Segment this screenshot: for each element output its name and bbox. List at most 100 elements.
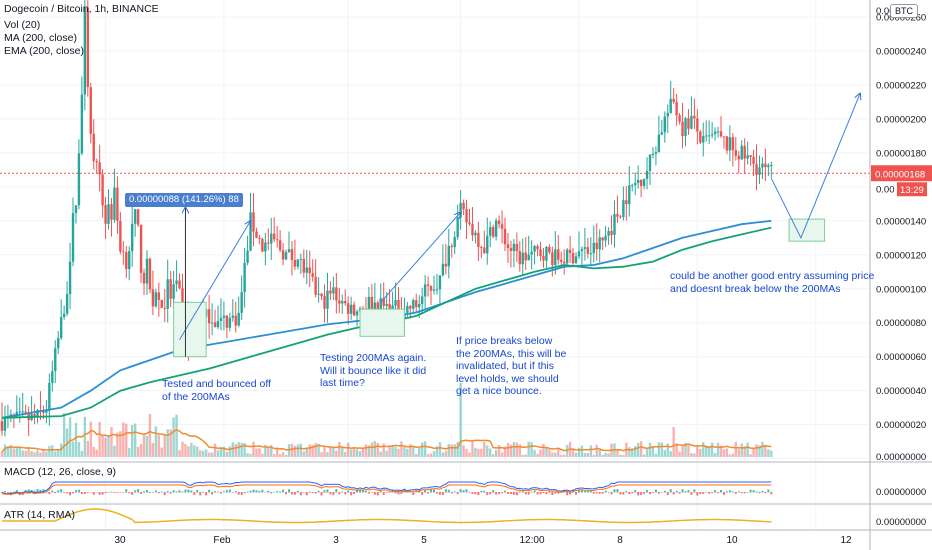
- candle-body: [634, 182, 637, 186]
- volume-bar: [518, 444, 522, 457]
- annotation-invalidation[interactable]: If price breaks below the 200MAs, this w…: [456, 335, 567, 397]
- macd-histogram-bar: [116, 492, 119, 493]
- volume-bar: [42, 449, 45, 457]
- candle-body: [308, 267, 311, 274]
- macd-histogram-bar: [501, 492, 504, 494]
- volume-bar: [296, 444, 300, 457]
- candle-body: [722, 136, 726, 138]
- candle-body: [749, 155, 752, 157]
- macd-histogram-bar: [72, 492, 75, 494]
- macd-label[interactable]: MACD (12, 26, close, 9): [4, 466, 117, 478]
- volume-bar: [397, 448, 400, 457]
- volume-bar: [486, 445, 489, 457]
- price-tick-label: 0.00000020: [876, 420, 926, 431]
- macd-histogram-bar: [580, 489, 583, 493]
- candle-body: [465, 209, 468, 223]
- volume-bars: [0, 383, 773, 457]
- macd-histogram-bar: [205, 492, 208, 496]
- macd-histogram-bar: [33, 490, 36, 493]
- candle-body: [376, 302, 379, 314]
- drawings: [0, 93, 870, 358]
- candle-body: [394, 299, 397, 306]
- candle-body: [154, 292, 158, 307]
- macd-histogram-bar: [89, 491, 92, 493]
- candle-body: [557, 249, 560, 260]
- volume-bar: [364, 444, 368, 457]
- macd-histogram-bar: [577, 489, 580, 493]
- symbol-title[interactable]: Dogecoin / Bitcoin, 1h, BINANCE: [4, 3, 159, 15]
- candle-body: [122, 251, 125, 253]
- price-tick-label: 0.00: [876, 6, 895, 17]
- macd-histogram-bar: [299, 492, 302, 496]
- macd-histogram-bar: [243, 492, 246, 494]
- volume-bar: [95, 449, 98, 457]
- volume-bar: [432, 451, 436, 457]
- candle-body: [669, 98, 672, 113]
- volume-bar: [722, 449, 726, 457]
- currency-button[interactable]: BTC: [890, 4, 918, 18]
- volume-bar: [284, 454, 288, 457]
- candle-body: [293, 259, 297, 267]
- volume-bar: [15, 447, 18, 457]
- candle-body: [752, 156, 755, 164]
- indicator-ma[interactable]: MA (200, close): [4, 32, 77, 44]
- volume-bar: [57, 449, 60, 457]
- candle-body: [426, 284, 430, 286]
- macd-histogram-bar: [740, 492, 743, 494]
- volume-bar: [367, 445, 371, 457]
- macd-histogram-bar: [246, 491, 249, 493]
- macd-histogram-bar: [296, 490, 299, 493]
- candle-body: [178, 280, 181, 289]
- candle-body: [406, 305, 409, 313]
- macd-histogram-bar: [151, 492, 154, 493]
- candle-body: [169, 279, 172, 299]
- candle-body: [136, 209, 140, 225]
- candle-body: [675, 101, 678, 116]
- price-tick-label: 0.00000200: [876, 114, 926, 125]
- volume-bar: [199, 450, 202, 457]
- macd-histogram-bar: [524, 492, 527, 495]
- candle-body: [273, 233, 276, 240]
- annotation-testing[interactable]: Testing 200MAs again. Will it bounce lik…: [320, 352, 427, 389]
- volume-bar: [456, 441, 459, 457]
- candle-body: [447, 245, 450, 267]
- macd-histogram-bar: [604, 490, 607, 493]
- volume-bar: [290, 443, 294, 457]
- volume-bar: [477, 448, 480, 457]
- projection-arrow-2: [380, 212, 461, 303]
- indicator-vol[interactable]: Vol (20): [4, 19, 41, 31]
- candle-body: [571, 252, 575, 264]
- candle-body: [45, 410, 48, 413]
- macd-histogram-bar: [45, 492, 48, 493]
- candle-body: [707, 135, 711, 137]
- volume-bar: [657, 442, 661, 457]
- annotation-entry[interactable]: could be another good entry assuming pri…: [670, 270, 875, 295]
- macd-histogram-bar: [252, 489, 255, 493]
- atr-axis-label: 0.00000000: [876, 517, 926, 528]
- volume-bar: [349, 449, 353, 457]
- volume-bar: [696, 445, 699, 457]
- macd-histogram-bar: [634, 490, 637, 493]
- atr-label[interactable]: ATR (14, RMA): [4, 509, 75, 521]
- volume-bar: [506, 443, 510, 457]
- candle-body: [595, 242, 598, 250]
- candle-body: [456, 217, 459, 238]
- macd-histogram-bar: [311, 492, 314, 494]
- volume-bar: [394, 447, 397, 457]
- macd-histogram-bar: [575, 492, 578, 495]
- macd-histogram-bar: [767, 489, 770, 493]
- volume-bar: [172, 417, 175, 457]
- volume-bar: [163, 434, 166, 457]
- volume-bar: [184, 443, 187, 457]
- macd-histogram-bar: [690, 492, 693, 495]
- macd-histogram-bar: [60, 489, 63, 493]
- macd-histogram-bar: [681, 489, 684, 493]
- candle-body: [130, 223, 134, 252]
- volume-bar: [231, 442, 234, 457]
- indicator-ema[interactable]: EMA (200, close): [4, 45, 84, 57]
- volume-bar: [752, 448, 755, 457]
- annotation-tested[interactable]: Tested and bounced off of the 200MAs: [162, 378, 271, 403]
- volume-bar: [107, 434, 110, 457]
- macd-histogram-bar: [326, 489, 329, 493]
